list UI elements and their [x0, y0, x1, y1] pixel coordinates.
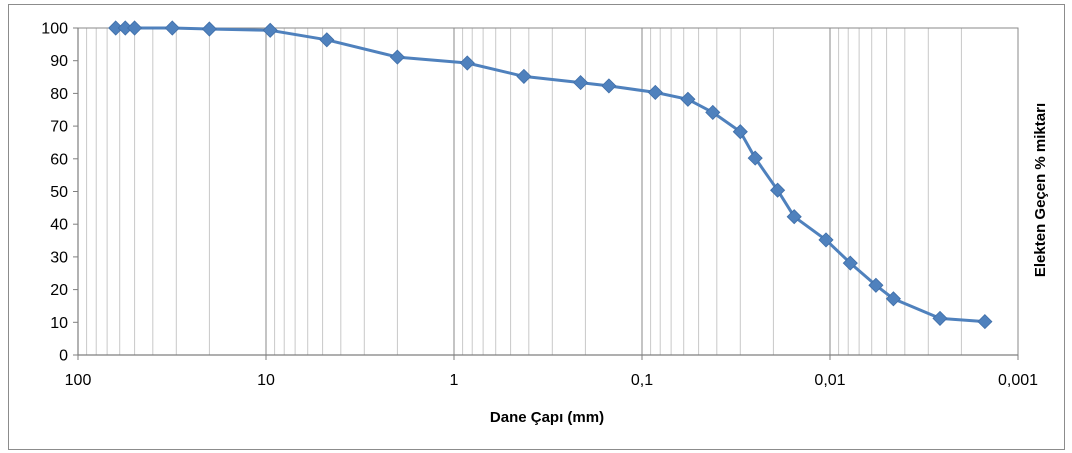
data-point-marker: [818, 232, 834, 248]
y-tick-label: 50: [50, 184, 68, 201]
data-point-marker: [459, 55, 475, 71]
y-tick-label: 20: [50, 282, 68, 299]
y-tick-label: 10: [50, 315, 68, 332]
x-tick-label: 0,1: [631, 372, 653, 389]
x-tick-labels: 100 10 1 0,1 0,01 0,001: [65, 372, 1038, 389]
x-tick-label: 10: [257, 372, 275, 389]
x-axis-title: Dane Çapı (mm): [490, 409, 604, 426]
data-point-marker: [885, 291, 901, 307]
y-tick-label: 40: [50, 217, 68, 234]
y-tick-label: 90: [50, 53, 68, 70]
y-tick-label: 0: [59, 348, 68, 365]
data-point-marker: [786, 209, 802, 225]
y-tick-label: 30: [50, 249, 68, 266]
data-point-marker: [389, 49, 405, 65]
data-point-marker: [868, 277, 884, 293]
x-tick-label: 0,001: [998, 372, 1038, 389]
data-point-marker: [770, 182, 786, 198]
axes: [73, 27, 1019, 360]
x-tick-label: 100: [65, 372, 92, 389]
y-tick-label: 70: [50, 119, 68, 136]
data-point-marker: [647, 84, 663, 100]
data-point-marker: [127, 20, 143, 36]
data-point-marker: [977, 314, 993, 330]
y-tick-label: 80: [50, 86, 68, 103]
y-axis-title: Elekten Geçen % miktarı: [1032, 103, 1049, 277]
data-series: [108, 20, 993, 330]
data-point-marker: [262, 22, 278, 38]
data-point-marker: [680, 91, 696, 107]
data-point-marker: [516, 68, 532, 84]
data-point-marker: [932, 310, 948, 326]
x-tick-label: 1: [450, 372, 459, 389]
data-point-marker: [842, 255, 858, 271]
y-tick-label: 100: [41, 21, 68, 38]
data-point-marker: [319, 32, 335, 48]
y-tick-labels: 0 10 20 30 40 50 60 70 80 90 100: [41, 21, 68, 365]
data-point-marker: [705, 104, 721, 120]
data-point-marker: [747, 150, 763, 166]
grid-lines: [77, 28, 1019, 355]
data-point-marker: [201, 21, 217, 37]
y-tick-label: 60: [50, 151, 68, 168]
data-point-marker: [164, 20, 180, 36]
data-point-marker: [573, 75, 589, 91]
series-line: [115, 26, 986, 324]
plot-area-border: [77, 27, 1019, 356]
x-tick-label: 0,01: [814, 372, 845, 389]
data-point-marker: [601, 78, 617, 94]
data-point-marker: [732, 124, 748, 140]
